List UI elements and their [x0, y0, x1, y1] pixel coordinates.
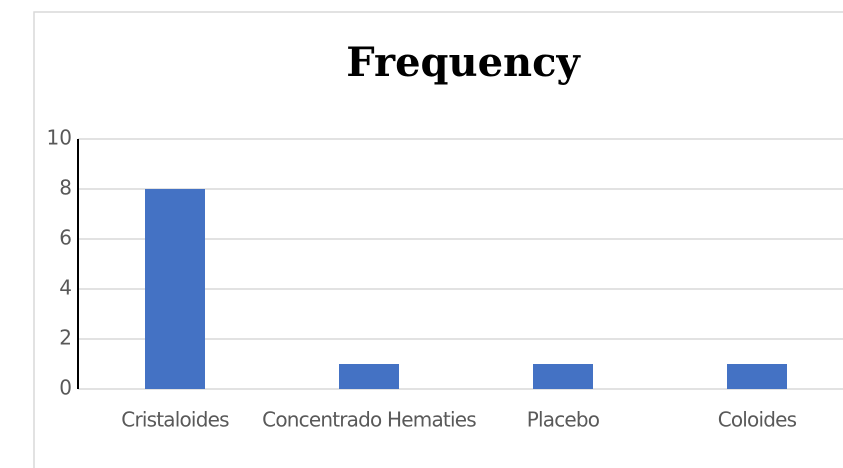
y-tick-label: 8 [59, 176, 72, 200]
bar [145, 189, 205, 389]
y-tick-label: 4 [59, 276, 72, 300]
chart-title: Frequency [346, 39, 581, 86]
bar [339, 364, 399, 389]
y-tick-label: 6 [59, 226, 72, 250]
x-tick-label: Placebo [527, 408, 600, 432]
y-tick-label: 10 [47, 126, 72, 150]
bar [533, 364, 593, 389]
x-tick-label: Concentrado Hematies [262, 408, 476, 432]
x-tick-label: Cristaloides [121, 408, 229, 432]
bar [727, 364, 787, 389]
y-tick-label: 2 [59, 326, 72, 350]
y-tick-label: 0 [59, 376, 72, 400]
x-tick-label: Coloides [718, 408, 797, 432]
